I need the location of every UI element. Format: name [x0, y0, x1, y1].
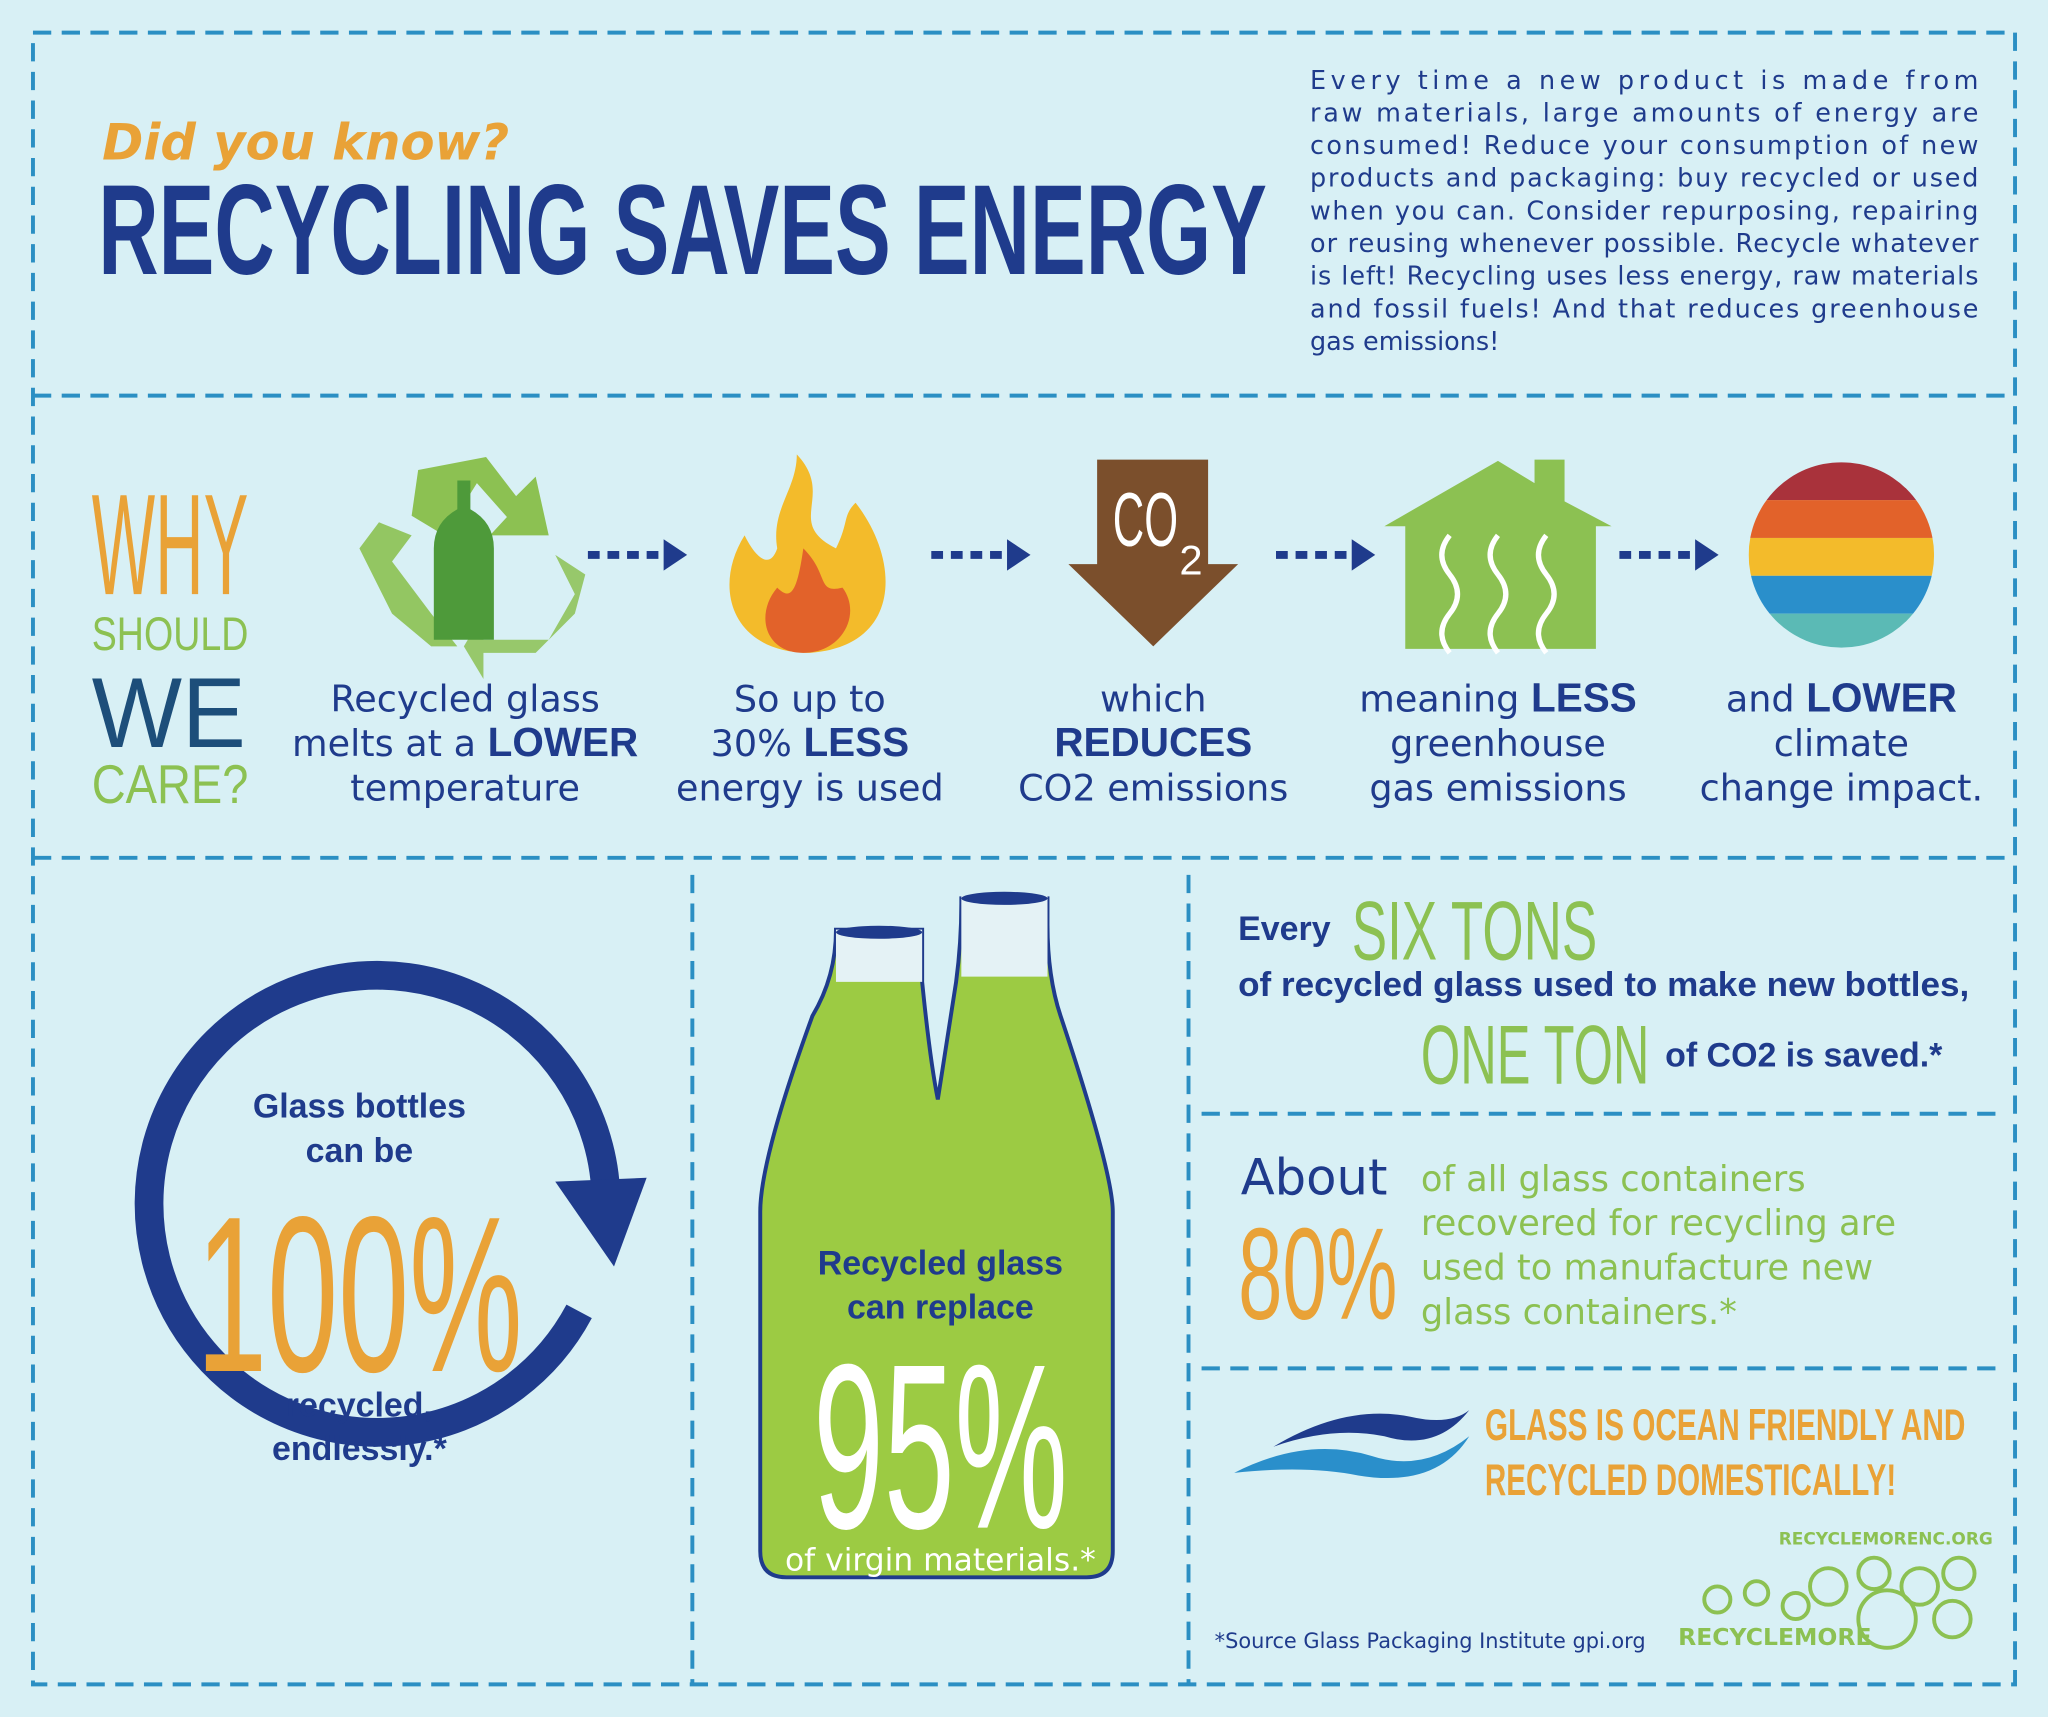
replace-tail: of virgin materials.*: [785, 1543, 1096, 1579]
logo-url: RECYCLEMORENC.ORG: [1779, 1530, 1993, 1550]
why: WE: [92, 658, 246, 769]
bottles-lead: can be: [306, 1132, 414, 1170]
intro-line: consumed! Reduce your consumption of new: [1310, 131, 1979, 161]
intro-line: Every time a new product is made from: [1310, 66, 1979, 96]
step-text: melts at a: [292, 722, 488, 765]
source: *Source Glass Packaging Institute gpi.or…: [1215, 1629, 1646, 1653]
step-line: meaning LESS: [1359, 675, 1636, 721]
stat-text: recovered for recycling are: [1421, 1203, 1896, 1244]
step-line: climate: [1774, 722, 1909, 765]
step-line: melts at a LOWER: [292, 719, 638, 765]
step-line: So up to: [734, 678, 886, 721]
title: RECYCLING SAVES ENERGY: [98, 159, 1267, 302]
bottles-lead: Glass bottles: [253, 1088, 466, 1126]
step-text: Recycled glass: [330, 678, 599, 721]
stat-text: of CO2 is saved.*: [1665, 1037, 1943, 1075]
why: SHOULD: [92, 607, 249, 660]
step-text: change impact.: [1700, 766, 1984, 809]
intro-line: raw materials, large amounts of energy a…: [1310, 98, 1979, 128]
step-emphasis: REDUCES: [1054, 719, 1252, 765]
flow-arrows: [587, 539, 1719, 571]
step-text: climate: [1774, 722, 1909, 765]
intro-line: gas emissions!: [1310, 327, 1499, 357]
co2-icon: CO 2: [1068, 459, 1239, 647]
step-emphasis: LOWER: [488, 719, 639, 765]
step-emphasis: LESS: [1531, 675, 1637, 721]
step-line: change impact.: [1700, 766, 1984, 809]
kicker: Did you know?: [102, 113, 509, 171]
step-text: CO2 emissions: [1018, 766, 1288, 809]
step-line: energy is used: [676, 766, 944, 809]
step-text: which: [1100, 678, 1206, 721]
cycle-arrow: [134, 961, 647, 1447]
replace-lead: Recycled glass: [818, 1244, 1063, 1282]
stat-figure: ONE TON: [1421, 1008, 1649, 1102]
stat-text: used to manufacture new: [1421, 1248, 1873, 1289]
step-emphasis: LOWER: [1806, 675, 1957, 721]
recycle-icon: [359, 456, 586, 679]
why: WHY: [92, 465, 249, 625]
bottles-figure: 100%: [196, 1171, 522, 1419]
house-icon: [1384, 459, 1612, 655]
step-text: gas emissions: [1369, 766, 1626, 809]
ocean-text: GLASS IS OCEAN FRIENDLY AND: [1485, 1401, 1965, 1450]
step-line: Recycled glass: [330, 678, 599, 721]
replace-lead: can replace: [847, 1289, 1034, 1327]
step-text: temperature: [350, 766, 580, 809]
wave-icon: [1234, 1410, 1470, 1479]
stat-figure: 80%: [1238, 1201, 1397, 1347]
co2-text: CO: [1113, 478, 1178, 563]
bottles-tail: recycled,: [286, 1387, 433, 1425]
step-text: energy is used: [676, 766, 944, 809]
fire-icon: [729, 454, 886, 653]
stat-text: of all glass containers: [1421, 1159, 1806, 1200]
step-text: and: [1726, 678, 1806, 721]
step-text: 30%: [711, 722, 804, 765]
step-line: REDUCES: [1054, 719, 1252, 765]
intro-line: is left! Recycling uses less energy, raw…: [1310, 262, 1979, 292]
step-text: So up to: [734, 678, 886, 721]
intro-line: products and packaging: buy recycled or …: [1310, 164, 1979, 194]
why: CARE?: [92, 753, 249, 815]
stat-text: Every: [1238, 910, 1331, 948]
stat-text: of recycled glass used to make new bottl…: [1238, 966, 1969, 1004]
step-line: temperature: [350, 766, 580, 809]
logo-name: RECYCLEMORE: [1678, 1623, 1871, 1651]
intro-line: or reusing whenever possible. Recycle wh…: [1310, 229, 1979, 259]
step-line: CO2 emissions: [1018, 766, 1288, 809]
bottles-tail: endlessly.*: [272, 1430, 448, 1468]
logo-icon: [1702, 1555, 1977, 1650]
step-line: and LOWER: [1726, 675, 1957, 721]
ocean-text: RECYCLED DOMESTICALLY!: [1485, 1456, 1896, 1505]
co2-sub: 2: [1179, 537, 1202, 584]
step-emphasis: LESS: [803, 719, 909, 765]
step-line: 30% LESS: [711, 719, 910, 765]
stat-text: About: [1241, 1149, 1388, 1207]
intro: Every time a new product is made fromraw…: [1310, 66, 1979, 357]
step-text: meaning: [1359, 678, 1531, 721]
stat-figure: SIX TONS: [1352, 884, 1597, 978]
step-line: greenhouse: [1390, 722, 1606, 765]
intro-line: when you can. Consider repurposing, repa…: [1310, 196, 1979, 226]
replace-figure: 95%: [813, 1315, 1068, 1578]
intro-line: and fossil fuels! And that reduces green…: [1310, 294, 1979, 324]
step-text: greenhouse: [1390, 722, 1606, 765]
bottles-icon: [758, 891, 1115, 1580]
step-line: which: [1100, 678, 1206, 721]
stat-text: glass containers.*: [1421, 1292, 1737, 1333]
step-line: gas emissions: [1369, 766, 1626, 809]
